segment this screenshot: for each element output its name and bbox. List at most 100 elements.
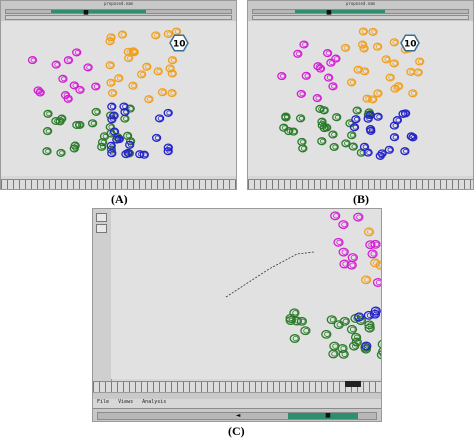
orange-node-inner — [393, 61, 397, 65]
network-nodes-b: 10 — [248, 21, 474, 176]
playback-track-a[interactable] — [5, 9, 232, 14]
blue-node-inner — [110, 105, 114, 109]
magenta-node-inner — [55, 63, 59, 67]
menu-file[interactable]: File — [97, 399, 109, 405]
blue-node-inner — [355, 117, 359, 121]
green-node-inner — [352, 145, 356, 149]
green-node-inner — [282, 126, 286, 130]
green-node-inner — [47, 112, 51, 116]
green-node-inner — [332, 133, 336, 137]
orange-node-inner — [117, 76, 121, 80]
caption-c: (C) — [228, 424, 245, 439]
orange-node-inner — [385, 57, 389, 61]
magenta-node[interactable] — [374, 279, 383, 287]
magenta-node-inner — [342, 222, 347, 227]
green-node-inner — [381, 342, 382, 347]
magenta-node-inner — [305, 74, 309, 78]
caption-a: (A) — [111, 192, 128, 207]
magenta-node-inner — [31, 58, 35, 62]
orange-node-inner — [109, 63, 113, 67]
orange-node-inner — [364, 278, 369, 283]
orange-node-inner — [171, 91, 175, 95]
side-toolbar-c — [93, 209, 112, 387]
blue-node-inner — [388, 148, 392, 152]
green-node-inner — [350, 327, 355, 332]
blue-node-inner — [155, 136, 159, 140]
time-badge-c — [345, 381, 361, 387]
orange-node-inner — [171, 72, 175, 76]
orange-node-inner — [121, 33, 125, 37]
blue-node-inner — [367, 313, 372, 318]
green-node-inner — [124, 117, 128, 121]
magenta-node-inner — [73, 83, 77, 87]
orange-node-inner — [167, 32, 171, 36]
nam-toolbar-b: proposed.nam ■ — [248, 1, 473, 22]
orange-node-inner — [367, 230, 372, 235]
orange-node-inner — [393, 40, 397, 44]
magenta-node-inner — [351, 255, 356, 260]
magenta-node-inner — [280, 74, 284, 78]
magenta-node-inner — [75, 50, 79, 54]
zoom-in-icon[interactable] — [96, 213, 107, 222]
timeline-ruler-c[interactable] — [93, 381, 381, 392]
magenta-node-inner — [94, 85, 98, 89]
green-node[interactable] — [377, 351, 382, 359]
orange-node-inner — [372, 30, 376, 34]
green-node-inner — [350, 133, 354, 137]
blue-node-inner — [393, 124, 397, 128]
network-canvas-b[interactable]: 10 — [248, 21, 474, 176]
magenta-node-inner — [300, 92, 304, 96]
caption-b: (B) — [353, 192, 369, 207]
magenta-node-inner — [337, 240, 342, 245]
timeline-ruler-b[interactable] — [248, 179, 473, 190]
nam-window-c: File Views Analysis ◄ ■ — [92, 208, 382, 422]
blue-node-inner — [363, 145, 367, 149]
sink-node-a-label: 10 — [173, 40, 186, 50]
network-canvas-a[interactable]: 10 — [1, 21, 237, 176]
magenta-node-inner — [303, 43, 307, 47]
green-node-inner — [95, 110, 99, 114]
orange-node-inner — [157, 69, 161, 73]
green-node-inner — [332, 352, 337, 357]
orange-node-inner — [411, 91, 415, 95]
blue-node-inner — [158, 116, 162, 120]
green-node-inner — [320, 139, 324, 143]
magenta-node-inner — [87, 65, 91, 69]
magenta-node-inner — [342, 250, 347, 255]
orange-node-inner — [410, 70, 414, 74]
orange-node-inner — [140, 72, 144, 76]
green-node-inner — [333, 344, 338, 349]
stop-button-c[interactable]: ■ — [323, 412, 333, 419]
window-title-b: proposed.nam — [248, 1, 473, 6]
nam-window-a: proposed.nam ■ 10 — [0, 0, 237, 190]
network-canvas-c[interactable] — [111, 209, 382, 379]
orange-node-inner — [362, 30, 366, 34]
blue-node-inner — [353, 125, 357, 129]
green-node[interactable] — [378, 340, 382, 348]
magenta-node-inner — [326, 51, 330, 55]
green-node-inner — [299, 116, 303, 120]
orange-node-inner — [111, 91, 115, 95]
magenta-node-inner — [334, 214, 339, 219]
magenta-node-inner — [316, 96, 320, 100]
slider-track-a[interactable] — [5, 15, 232, 20]
green-node-inner — [356, 109, 360, 113]
menu-analysis[interactable]: Analysis — [142, 399, 166, 405]
green-node-inner — [103, 134, 107, 138]
slider-track-b[interactable] — [252, 15, 469, 20]
magenta-node-inner — [335, 57, 339, 61]
green-node-inner — [293, 336, 298, 341]
magenta-node-inner — [296, 52, 300, 56]
playback-track-b[interactable] — [252, 9, 469, 14]
blue-node-inner — [404, 149, 408, 153]
green-node-inner — [301, 140, 305, 144]
packet-trace-line — [226, 252, 314, 297]
green-node-inner — [91, 121, 95, 125]
blue-node-inner — [167, 111, 171, 115]
menu-views[interactable]: Views — [118, 399, 133, 405]
orange-node-inner — [344, 46, 348, 50]
blue-node-inner — [377, 115, 381, 119]
zoom-out-icon[interactable] — [96, 224, 107, 233]
timeline-ruler-a[interactable] — [1, 179, 236, 190]
rewind-button-c[interactable]: ◄ — [233, 412, 243, 419]
